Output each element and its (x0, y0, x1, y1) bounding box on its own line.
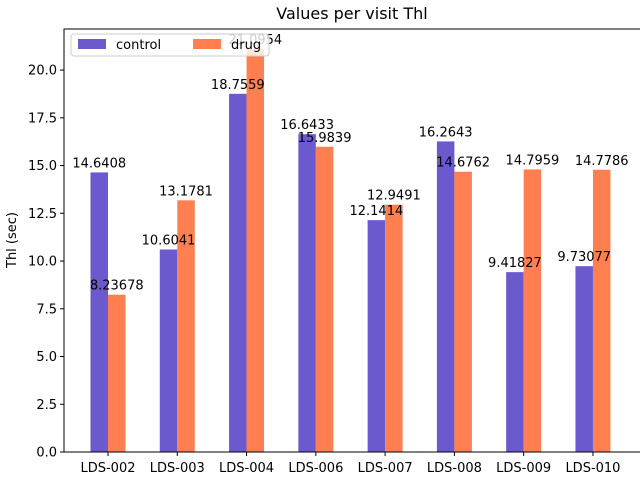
data-label-drug-LDS-003: 13.1781 (159, 184, 213, 199)
bar-drug-LDS-010 (592, 169, 611, 453)
x-tick-label: LDS-008 (427, 461, 482, 476)
data-label-control-LDS-010: 9.73077 (557, 250, 611, 265)
data-label-control-LDS-003: 10.6041 (142, 233, 196, 248)
data-label-drug-LDS-009: 14.7959 (506, 153, 560, 168)
bar-drug-LDS-003 (177, 200, 195, 452)
x-tick-label: LDS-006 (288, 461, 343, 476)
plot-frame (63, 28, 640, 453)
bar-labels-group: 14.64088.2367810.604113.178118.755921.09… (72, 33, 628, 294)
data-label-drug-LDS-007: 12.9491 (367, 189, 421, 204)
bar-control-LDS-009 (506, 272, 524, 452)
bar-control-LDS-006 (298, 134, 316, 452)
data-label-drug-LDS-008: 14.6762 (436, 156, 490, 171)
y-tick-label: 0.0 (36, 446, 57, 461)
bar-drug-LDS-002 (108, 294, 126, 452)
bar-drug-LDS-009 (523, 169, 542, 453)
bar-control-LDS-002 (90, 172, 108, 452)
data-label-drug-LDS-002: 8.23678 (90, 279, 144, 294)
legend: control drug (70, 33, 270, 57)
x-tick-label: LDS-004 (219, 461, 274, 476)
y-axis-label: Thl (sec) (5, 212, 20, 269)
legend-label-drug: drug (231, 38, 261, 53)
data-label-control-LDS-007: 12.1414 (349, 204, 403, 219)
y-tick-label: 17.5 (28, 111, 57, 126)
bar-drug-LDS-007 (385, 204, 403, 452)
x-tick-label: LDS-007 (358, 461, 413, 476)
x-tick-label: LDS-002 (80, 461, 135, 476)
bars-group (90, 49, 611, 453)
x-tick-label: LDS-009 (496, 461, 551, 476)
bar-control-LDS-007 (367, 220, 386, 452)
bar-control-LDS-010 (575, 266, 593, 452)
x-tick-label: LDS-010 (565, 461, 620, 476)
bar-drug-LDS-004 (246, 49, 265, 452)
y-tick-label: 15.0 (28, 159, 57, 174)
data-label-control-LDS-009: 9.41827 (488, 256, 542, 271)
bar-drug-LDS-006 (315, 146, 334, 453)
y-tick-label: 2.5 (36, 398, 57, 413)
legend-swatch-drug (193, 39, 221, 49)
legend-label-control: control (116, 38, 161, 53)
y-axis-ticks: 0.0 2.5 5.0 7.5 10.0 12.5 15.0 17.5 20.0 (28, 64, 64, 461)
data-label-control-LDS-006: 16.6433 (280, 118, 334, 133)
y-tick-label: 12.5 (28, 207, 57, 222)
y-tick-label: 10.0 (28, 255, 57, 270)
bar-drug-LDS-008 (454, 171, 472, 452)
data-label-drug-LDS-006: 15.9839 (298, 131, 352, 146)
y-tick-label: 20.0 (28, 64, 57, 79)
x-axis-ticks: LDS-002 LDS-003 LDS-004 LDS-006 LDS-007 LDS-0… (80, 452, 620, 476)
chart-title: Values per visit Thl (276, 4, 427, 23)
bar-control-LDS-008 (436, 141, 455, 452)
bar-control-LDS-004 (229, 93, 247, 452)
y-tick-label: 5.0 (36, 350, 57, 365)
y-tick-label: 7.5 (36, 302, 57, 317)
data-label-control-LDS-002: 14.6408 (72, 156, 126, 171)
data-label-control-LDS-008: 16.2643 (419, 125, 473, 140)
legend-swatch-control (78, 39, 106, 49)
bar-control-LDS-003 (159, 249, 178, 452)
x-tick-label: LDS-003 (150, 461, 205, 476)
data-label-drug-LDS-010: 14.7786 (575, 154, 629, 169)
data-label-control-LDS-004: 18.7559 (211, 78, 265, 93)
